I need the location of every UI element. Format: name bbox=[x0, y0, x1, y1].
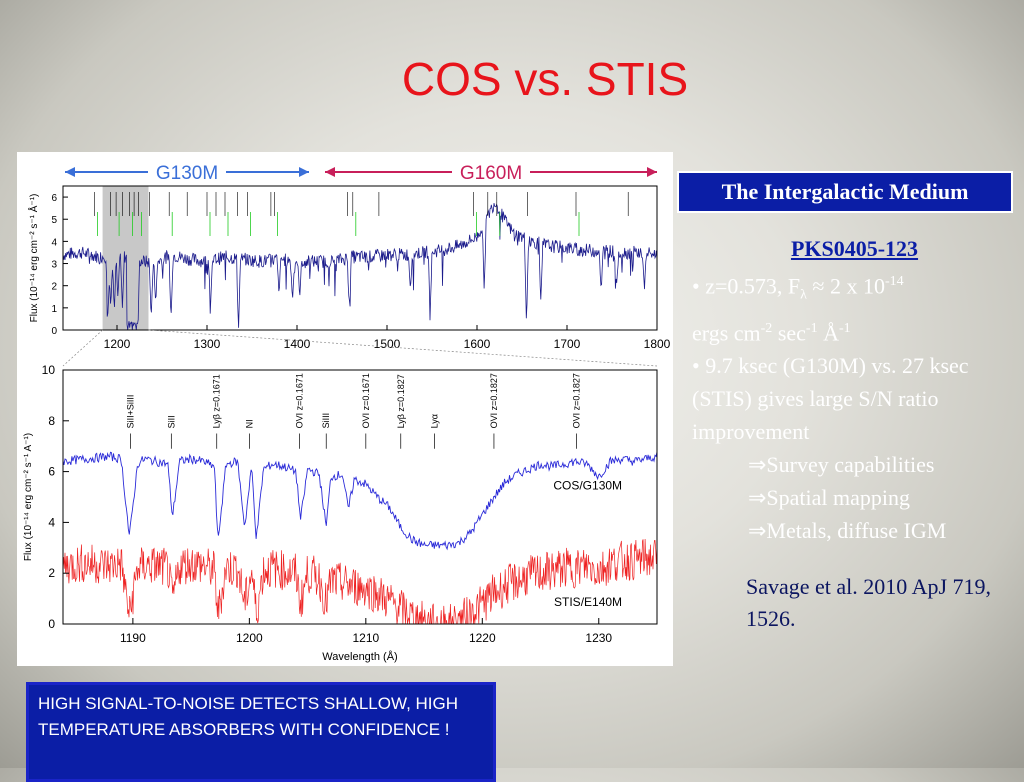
line-id-label: OVI z=0.1827 bbox=[489, 373, 499, 428]
top-y-tick-label: 6 bbox=[51, 193, 57, 204]
bottom-x-axis-label: Wavelength (Å) bbox=[322, 650, 397, 663]
grating-arrowhead-right bbox=[299, 167, 309, 177]
top-y-tick-label: 5 bbox=[51, 215, 57, 226]
bottom-x-tick-label: 1230 bbox=[585, 631, 612, 645]
line-id-label: Lyβ z=0.1671 bbox=[212, 374, 222, 428]
top-x-tick-label: 1400 bbox=[284, 337, 311, 351]
bottom-x-tick-label: 1190 bbox=[120, 631, 146, 645]
grating-label-g130m: G130M bbox=[156, 163, 218, 184]
line-id-label: OVI z=0.1827 bbox=[572, 373, 582, 428]
grating-arrowhead-left bbox=[65, 167, 75, 177]
bottom-y-tick-label: 4 bbox=[48, 515, 55, 529]
note-metals: ⇒Metals, diffuse IGM bbox=[748, 518, 947, 544]
callout-box: HIGH SIGNAL-TO-NOISE DETECTS SHALLOW, HI… bbox=[26, 682, 496, 782]
top-y-tick-label: 1 bbox=[51, 304, 57, 315]
note-mapping: ⇒Spatial mapping bbox=[748, 485, 911, 511]
top-y-tick-label: 4 bbox=[51, 237, 57, 248]
zoom-connector-right bbox=[148, 329, 658, 367]
stis-series-label: STIS/E140M bbox=[554, 595, 622, 609]
line-id-label: OVI z=0.1671 bbox=[361, 373, 371, 428]
grating-arrowhead-left bbox=[325, 167, 335, 177]
top-x-tick-label: 1500 bbox=[374, 337, 401, 351]
notes-panel: PKS0405-123 • z=0.573, Fλ ≈ 2 x 10-14 er… bbox=[692, 232, 1017, 547]
citation: Savage et al. 2010 ApJ 719, 1526. bbox=[746, 574, 992, 631]
bottom-y-tick-label: 0 bbox=[48, 617, 55, 631]
line-id-label: SiII bbox=[166, 415, 176, 428]
grating-label-bg bbox=[452, 160, 530, 184]
note-exposure: • 9.7 ksec (G130M) vs. 27 ksec (STIS) gi… bbox=[692, 353, 969, 445]
bottom-y-tick-label: 2 bbox=[48, 566, 55, 580]
bottom-y-tick-label: 6 bbox=[48, 465, 55, 479]
bottom-y-tick-label: 8 bbox=[48, 414, 55, 428]
grating-arrowhead-right bbox=[647, 167, 657, 177]
overview-spectrum-line bbox=[62, 203, 658, 331]
section-title-box: The Intergalactic Medium bbox=[677, 171, 1013, 213]
note-redshift: • z=0.573, Fλ ≈ 2 x 10-14 bbox=[692, 273, 904, 303]
line-id-label: SiII+SiIII bbox=[126, 395, 136, 429]
top-y-tick-label: 0 bbox=[51, 326, 57, 337]
bottom-y-tick-label: 10 bbox=[42, 363, 56, 377]
note-survey: ⇒Survey capabilities bbox=[748, 452, 935, 478]
cos-series-label: COS/G130M bbox=[553, 478, 622, 492]
top-y-axis-label: Flux (10⁻¹⁴ erg cm⁻² s⁻¹ Å⁻¹) bbox=[27, 194, 40, 323]
bottom-plot-frame bbox=[62, 369, 658, 625]
top-x-tick-label: 1600 bbox=[464, 337, 491, 351]
notes-head: PKS0405-123 bbox=[790, 236, 919, 261]
line-id-label: OVI z=0.1671 bbox=[294, 373, 304, 428]
zoom-connector-left bbox=[62, 329, 103, 367]
bottom-x-tick-label: 1220 bbox=[469, 631, 496, 645]
grating-label-bg bbox=[148, 160, 226, 184]
bottom-y-axis-label: Flux (10⁻¹⁴ erg cm⁻² s⁻¹ A⁻¹) bbox=[23, 433, 34, 561]
spectrum-chart: G130M G160M 0 1 2 3 4 5 6 1200 1300 1400 1500 1600 170… bbox=[23, 160, 671, 663]
note-units: ergs cm-2 sec-1 Å-1 bbox=[692, 320, 851, 346]
top-y-tick-label: 2 bbox=[51, 282, 57, 293]
top-x-tick-label: 1200 bbox=[104, 337, 131, 351]
line-id-label: SiIII bbox=[321, 413, 331, 429]
line-id-label: Lyβ z=0.1827 bbox=[396, 374, 406, 428]
bottom-x-tick-label: 1200 bbox=[236, 631, 263, 645]
top-x-tick-label: 1800 bbox=[644, 337, 671, 351]
cos-spectrum-line bbox=[62, 451, 658, 551]
line-id-label: Lyα bbox=[430, 414, 440, 428]
top-plot-frame bbox=[62, 185, 658, 331]
spectrum-figure: G130M G160M 0 1 2 3 4 5 6 1200 1300 1400 1500 1600 170… bbox=[17, 152, 673, 666]
line-id-label: NI bbox=[244, 419, 254, 428]
top-x-tick-label: 1300 bbox=[194, 337, 221, 351]
top-y-tick-label: 3 bbox=[51, 260, 57, 271]
top-x-tick-label: 1700 bbox=[554, 337, 581, 351]
slide-title: COS vs. STIS bbox=[401, 53, 689, 105]
grating-label-g160m: G160M bbox=[460, 163, 522, 184]
stis-spectrum-line bbox=[62, 538, 658, 625]
bottom-x-tick-label: 1210 bbox=[352, 631, 379, 645]
